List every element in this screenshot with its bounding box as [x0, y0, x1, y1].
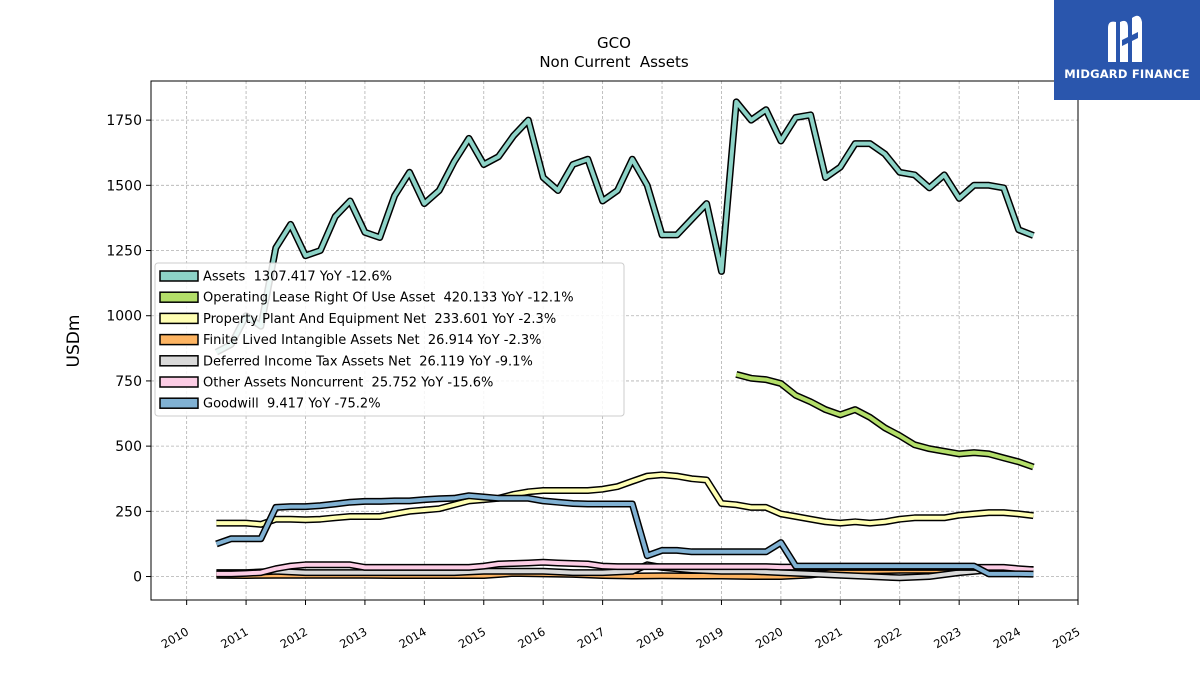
- x-tick-label: 2020: [753, 624, 785, 651]
- x-tick-label: 2019: [694, 624, 726, 651]
- brand-name: MIDGARD FINANCE: [1064, 67, 1190, 81]
- y-tick-label: 1250: [106, 244, 142, 260]
- plot-frame: [150, 80, 1079, 601]
- legend-label: Other Assets Noncurrent 25.752 YoY -15.6…: [203, 376, 493, 391]
- legend-swatch: [159, 291, 199, 303]
- chart-title: GCO: [597, 34, 631, 52]
- y-tick-label: 0: [133, 570, 142, 586]
- legend-swatch: [159, 333, 199, 346]
- legend-label: Operating Lease Right Of Use Asset 420.1…: [203, 291, 574, 306]
- x-tick-label: 2013: [337, 624, 369, 651]
- x-tick-label: 2025: [1050, 624, 1082, 651]
- series-line-property-plant-and-equipment-net: [216, 472, 1034, 527]
- y-tick-label: 750: [115, 374, 142, 390]
- legend-box: [154, 262, 625, 417]
- legend-swatch: [159, 376, 199, 388]
- legend-swatch: [159, 355, 199, 367]
- midgard-finance-logo: MIDGARD FINANCE: [1054, 0, 1200, 100]
- y-tick-label: 1000: [106, 309, 142, 325]
- series-layer: [214, 98, 1035, 582]
- legend-label: Finite Lived Intangible Assets Net 26.91…: [203, 333, 542, 348]
- y-tick-label: 1750: [106, 113, 142, 129]
- x-tick-label: 2014: [396, 624, 428, 651]
- legend-swatch: [159, 312, 199, 325]
- x-tick-label: 2021: [812, 624, 844, 651]
- x-tick-label: 2010: [159, 624, 191, 651]
- x-tick-label: 2016: [515, 624, 547, 651]
- x-tick-label: 2012: [278, 624, 310, 651]
- midgard-logo-icon: [1108, 15, 1142, 63]
- x-tick-label: 2023: [931, 624, 963, 651]
- x-tick-label: 2022: [872, 624, 904, 651]
- y-tick-label: 1500: [106, 178, 142, 194]
- legend: Assets 1307.417 YoY -12.6% Operating Leas…: [154, 262, 625, 417]
- y-tick-label: 250: [115, 504, 142, 520]
- x-tick-label: 2018: [634, 624, 666, 651]
- series-line-goodwill: [215, 493, 1034, 577]
- legend-swatch: [159, 270, 199, 282]
- x-tick-label: 2011: [218, 624, 250, 651]
- x-tick-label: 2024: [991, 624, 1023, 651]
- y-tick-label: 500: [115, 439, 142, 455]
- legend-label: Assets 1307.417 YoY -12.6%: [203, 270, 392, 285]
- chart-subtitle: Non Current Assets: [539, 53, 689, 71]
- series-line-assets: [215, 99, 1035, 354]
- legend-swatch: [159, 397, 199, 409]
- legend-label: Property Plant And Equipment Net 233.601…: [203, 312, 556, 327]
- series-line-operating-lease-right-of-use-asset: [735, 372, 1035, 469]
- x-tick-label: 2015: [456, 624, 488, 651]
- legend-label: Deferred Income Tax Assets Net 26.119 Yo…: [203, 354, 533, 369]
- x-tick-label: 2017: [575, 624, 607, 651]
- y-axis-label: USDm: [64, 315, 84, 368]
- legend-label: Goodwill 9.417 YoY -75.2%: [203, 397, 381, 412]
